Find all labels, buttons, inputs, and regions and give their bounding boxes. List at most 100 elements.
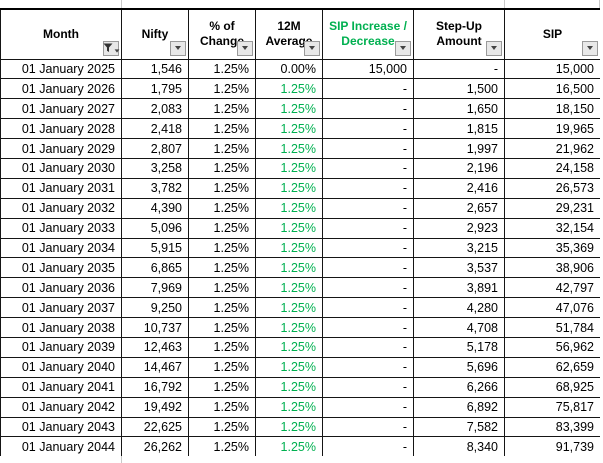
column-header-step_up[interactable]: Step-Up Amount [413,8,505,60]
cell-nifty[interactable]: 6,865 [121,257,189,279]
cell-step-up[interactable]: 2,196 [413,157,505,179]
cell-sip-inc-dec[interactable]: - [322,336,414,358]
cell-sip-inc-dec[interactable]: - [322,177,414,199]
cell-nifty[interactable]: 5,096 [121,217,189,239]
cell-sip[interactable]: 91,739 [504,436,601,458]
cell-pct-change[interactable]: 1.25% [188,197,256,219]
cell-sip-inc-dec[interactable]: - [322,317,414,338]
cell-sip-inc-dec[interactable]: - [322,138,414,159]
cell-12m-average[interactable]: 1.25% [255,217,323,239]
cell-12m-average[interactable]: 1.25% [255,277,323,299]
cell-12m-average[interactable]: 1.25% [255,317,323,338]
cell-sip-inc-dec[interactable]: - [322,416,414,438]
cell-nifty[interactable]: 3,782 [121,177,189,199]
cell-month[interactable]: 01 January 2032 [0,197,122,219]
filter-dropdown-button[interactable] [582,40,598,56]
cell-month[interactable]: 01 January 2042 [0,396,122,418]
cell-pct-change[interactable]: 1.25% [188,277,256,299]
cell-sip-inc-dec[interactable]: - [322,98,414,120]
cell-step-up[interactable]: 2,657 [413,197,505,219]
cell-sip-inc-dec[interactable]: - [322,197,414,219]
cell-nifty[interactable]: 2,807 [121,138,189,159]
cell-12m-average[interactable]: 1.25% [255,98,323,120]
cell-nifty[interactable]: 9,250 [121,297,189,319]
cell-12m-average[interactable]: 1.25% [255,118,323,140]
cell-month[interactable]: 01 January 2044 [0,436,122,458]
cell-pct-change[interactable]: 1.25% [188,356,256,378]
cell-nifty[interactable]: 5,915 [121,237,189,259]
cell-12m-average[interactable]: 1.25% [255,78,323,100]
cell-sip[interactable]: 83,399 [504,416,601,438]
cell-month[interactable]: 01 January 2036 [0,277,122,299]
cell-sip[interactable]: 32,154 [504,217,601,239]
cell-step-up[interactable]: 5,178 [413,336,505,358]
cell-12m-average[interactable]: 1.25% [255,436,323,458]
cell-nifty[interactable]: 2,083 [121,98,189,120]
filter-dropdown-button[interactable] [237,40,253,56]
cell-nifty[interactable]: 1,546 [121,58,189,80]
filter-dropdown-button[interactable] [304,40,320,56]
cell-sip[interactable]: 42,797 [504,277,601,299]
cell-month[interactable]: 01 January 2034 [0,237,122,259]
cell-sip-inc-dec[interactable]: - [322,376,414,398]
cell-step-up[interactable]: 7,582 [413,416,505,438]
cell-step-up[interactable]: 4,708 [413,317,505,338]
cell-sip-inc-dec[interactable]: - [322,396,414,418]
column-header-avg_12m[interactable]: 12M Average [255,8,323,60]
cell-month[interactable]: 01 January 2030 [0,157,122,179]
cell-step-up[interactable]: 4,280 [413,297,505,319]
cell-step-up[interactable]: 6,892 [413,396,505,418]
cell-nifty[interactable]: 19,492 [121,396,189,418]
cell-month[interactable]: 01 January 2027 [0,98,122,120]
cell-12m-average[interactable]: 1.25% [255,138,323,159]
cell-nifty[interactable]: 16,792 [121,376,189,398]
cell-pct-change[interactable]: 1.25% [188,217,256,239]
cell-12m-average[interactable]: 1.25% [255,396,323,418]
cell-pct-change[interactable]: 1.25% [188,138,256,159]
cell-sip-inc-dec[interactable]: - [322,118,414,140]
cell-sip-inc-dec[interactable]: - [322,436,414,458]
cell-month[interactable]: 01 January 2037 [0,297,122,319]
cell-12m-average[interactable]: 1.25% [255,157,323,179]
cell-12m-average[interactable]: 1.25% [255,376,323,398]
cell-nifty[interactable]: 2,418 [121,118,189,140]
filter-applied-dropdown-button[interactable] [103,40,119,56]
cell-pct-change[interactable]: 1.25% [188,157,256,179]
cell-sip[interactable]: 29,231 [504,197,601,219]
cell-sip[interactable]: 68,925 [504,376,601,398]
cell-step-up[interactable]: 3,891 [413,277,505,299]
cell-sip[interactable]: 56,962 [504,336,601,358]
cell-sip-inc-dec[interactable]: - [322,78,414,100]
cell-nifty[interactable]: 3,258 [121,157,189,179]
cell-month[interactable]: 01 January 2039 [0,336,122,358]
cell-month[interactable]: 01 January 2035 [0,257,122,279]
cell-month[interactable]: 01 January 2026 [0,78,122,100]
cell-12m-average[interactable]: 1.25% [255,197,323,219]
cell-step-up[interactable]: 1,500 [413,78,505,100]
cell-sip[interactable]: 38,906 [504,257,601,279]
cell-12m-average[interactable]: 1.25% [255,237,323,259]
cell-pct-change[interactable]: 1.25% [188,376,256,398]
cell-sip[interactable]: 26,573 [504,177,601,199]
cell-nifty[interactable]: 22,625 [121,416,189,438]
cell-step-up[interactable]: 2,923 [413,217,505,239]
column-header-month[interactable]: Month [0,8,122,60]
cell-nifty[interactable]: 12,463 [121,336,189,358]
cell-sip[interactable]: 19,965 [504,118,601,140]
cell-pct-change[interactable]: 1.25% [188,98,256,120]
cell-sip-inc-dec[interactable]: - [322,257,414,279]
cell-nifty[interactable]: 4,390 [121,197,189,219]
column-header-sip[interactable]: SIP [504,8,601,60]
cell-pct-change[interactable]: 1.25% [188,416,256,438]
cell-sip-inc-dec[interactable]: - [322,356,414,378]
cell-month[interactable]: 01 January 2043 [0,416,122,438]
cell-12m-average[interactable]: 1.25% [255,257,323,279]
cell-pct-change[interactable]: 1.25% [188,78,256,100]
cell-month[interactable]: 01 January 2025 [0,58,122,80]
cell-pct-change[interactable]: 1.25% [188,118,256,140]
cell-sip[interactable]: 35,369 [504,237,601,259]
cell-12m-average[interactable]: 1.25% [255,356,323,378]
cell-sip[interactable]: 21,962 [504,138,601,159]
cell-pct-change[interactable]: 1.25% [188,436,256,458]
cell-step-up[interactable]: 3,215 [413,237,505,259]
